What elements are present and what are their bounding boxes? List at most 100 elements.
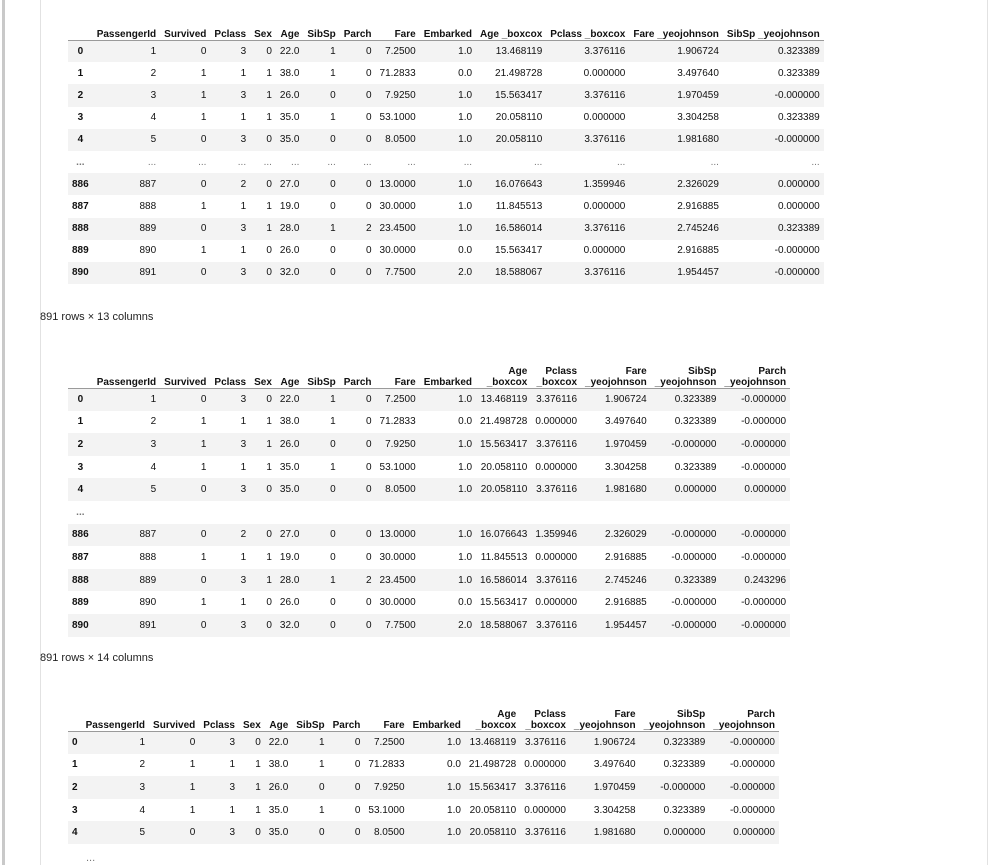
table-cell: 27.0 <box>279 529 300 541</box>
table-cell: 20.058110 <box>469 804 517 816</box>
table-cell: 0 <box>266 484 272 496</box>
table-row: 0 1 0 3 0 22.0 1 0 7.2500 1.0 13.468119 3.376116 1.9… <box>68 731 779 754</box>
table-cell: 1 <box>200 438 207 450</box>
row-index: 888 <box>72 574 89 586</box>
table-cell: 3 <box>240 89 247 101</box>
table-1-header: PassengerId Survived Pclass Sex Age SibSp Parc… <box>68 18 824 40</box>
table-cell: 0 <box>330 529 336 541</box>
table-row: 2 3 1 3 1 26.0 0 0 7.9250 1.0 15.563417 3.376116 1.9… <box>68 84 824 107</box>
table-cell: 1 <box>330 416 336 428</box>
table-cell: 20.058110 <box>495 134 543 146</box>
table-cell: 1.0 <box>458 200 473 212</box>
table-cell: 0 <box>200 529 207 541</box>
table-cell <box>210 501 250 524</box>
row-index: 2 <box>77 438 84 450</box>
table-cell: 8.0500 <box>385 134 416 146</box>
table-cell <box>531 501 581 524</box>
table-cell: 0.000000 <box>524 804 566 816</box>
table-cell: ... <box>617 156 626 168</box>
table-cell: 3.497640 <box>593 759 636 771</box>
table-row: 888 889 0 3 1 28.0 1 2 23.4500 1.0 16.586014 3.3761… <box>68 568 791 592</box>
row-index: 4 <box>72 827 78 839</box>
column-header: Pclass _boxcox <box>525 708 566 731</box>
table-cell: 7.2500 <box>385 45 416 57</box>
table-cell: -0.000000 <box>729 804 775 816</box>
table-cell: 7.7500 <box>385 619 416 631</box>
table-cell: 35.0 <box>279 461 300 473</box>
table-cell: 2.326029 <box>605 529 647 541</box>
table-cell: 0.000000 <box>524 759 566 771</box>
table-cell: -0.000000 <box>671 551 717 563</box>
index-header <box>68 697 82 731</box>
header-row: PassengerId Survived Pclass Sex Age SibSp Parc… <box>68 697 779 731</box>
table-cell: 0 <box>365 178 372 190</box>
table-cell: 15.563417 <box>480 438 528 450</box>
table-cell: ... <box>147 156 157 168</box>
table-cell: 26.0 <box>279 245 300 257</box>
table-cell: 1.0 <box>447 804 461 816</box>
table-cell: -0.000000 <box>741 416 787 428</box>
table-row: 3 4 1 1 1 35.0 1 0 53.1000 1.0 20.058110 0.000000 3.… <box>68 107 824 129</box>
table-cell <box>476 501 531 524</box>
column-header: Parch <box>343 28 372 40</box>
table-cell: 3 <box>240 45 247 57</box>
table-cell: 0 <box>365 461 372 473</box>
table-cell: 0 <box>365 89 372 101</box>
table-cell: -0.000000 <box>741 597 787 609</box>
row-index: 0 <box>77 45 84 57</box>
table-cell: 1.0 <box>458 484 473 496</box>
table-cell: 1 <box>240 200 247 212</box>
table-cell: 0 <box>354 759 361 771</box>
table-row: 1 2 1 1 1 38.0 1 0 71.2833 0.0 21.498728 0.000000 3.… <box>68 754 779 777</box>
table-cell: 0.000000 <box>663 827 706 839</box>
row-index: 887 <box>72 200 89 212</box>
table-cell: 3.376116 <box>524 827 566 839</box>
table-cell: 0 <box>354 804 361 816</box>
table-cell: 1 <box>330 45 336 57</box>
table-cell: 26.0 <box>279 89 300 101</box>
table-3-body: 0 1 0 3 0 22.0 1 0 7.2500 1.0 13.468119 3.376116 1.9… <box>68 731 779 844</box>
row-index: 889 <box>72 245 89 257</box>
table-cell: 7.9250 <box>373 781 405 793</box>
column-header: SibSp <box>307 28 336 40</box>
table-cell: 53.1000 <box>379 112 416 124</box>
table-cell: 1 <box>240 67 247 79</box>
table-cell: 3 <box>229 827 235 839</box>
cell-gutter-bar <box>2 0 5 865</box>
table-cell: 1 <box>330 223 336 235</box>
table-cell: 16.586014 <box>495 223 543 235</box>
table-cell: 38.0 <box>279 416 300 428</box>
table-cell: -0.000000 <box>660 781 706 793</box>
table-cell: 1 <box>266 200 272 212</box>
table-cell: 0 <box>365 267 372 279</box>
table-cell: 1 <box>330 67 336 79</box>
row-index: 3 <box>77 461 84 473</box>
table-cell: -0.000000 <box>774 245 820 257</box>
table-cell: 1.0 <box>458 551 473 563</box>
table-cell: 23.4500 <box>379 223 416 235</box>
table-cell: 13.468119 <box>480 394 528 406</box>
row-index: 890 <box>72 619 89 631</box>
table-cell: 1.0 <box>447 781 461 793</box>
column-header: SibSp _yeojohnson <box>654 365 717 388</box>
header-row: PassengerId Survived Pclass Sex Age SibSp Parc… <box>68 354 791 388</box>
table-cell: 3 <box>240 574 247 586</box>
table-cell: 0 <box>330 89 336 101</box>
column-header: Parch <box>332 719 361 731</box>
table-cell: 1 <box>240 112 247 124</box>
column-header: Fare _yeojohnson <box>573 708 636 731</box>
column-header: Sex <box>243 719 261 731</box>
table-cell: 3.376116 <box>584 45 626 57</box>
table-cell: 8.0500 <box>373 827 405 839</box>
table-cell: -0.000000 <box>729 781 775 793</box>
table-cell: 0.000000 <box>583 200 626 212</box>
table-cell: 2.916885 <box>677 245 719 257</box>
table-1-body: 0 1 0 3 0 22.0 1 0 7.2500 1.0 13.468119 3.376116 1.9… <box>68 40 824 285</box>
row-index: ... <box>76 156 85 168</box>
table-cell: 13.0000 <box>379 529 416 541</box>
table-cell: 1 <box>266 461 272 473</box>
table-cell: 1.906724 <box>677 45 719 57</box>
table-cell: 35.0 <box>268 804 289 816</box>
table-cell: 0.323389 <box>674 394 717 406</box>
table-cell: 19.0 <box>279 551 300 563</box>
